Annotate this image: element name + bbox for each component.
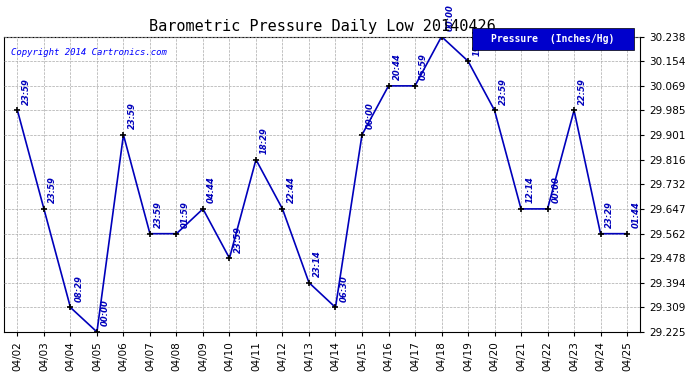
Text: 00:00: 00:00 <box>366 102 375 129</box>
Text: 20:44: 20:44 <box>393 53 402 80</box>
Text: 23:59: 23:59 <box>234 226 243 253</box>
Text: 00:00: 00:00 <box>446 4 455 31</box>
FancyBboxPatch shape <box>472 28 634 50</box>
Text: 22:59: 22:59 <box>578 78 587 105</box>
Text: 01:44: 01:44 <box>631 201 640 228</box>
Text: 04:44: 04:44 <box>207 177 216 203</box>
Text: 01:59: 01:59 <box>181 201 190 228</box>
Text: 23:29: 23:29 <box>604 201 613 228</box>
Text: 00:00: 00:00 <box>552 177 561 203</box>
Text: Pressure  (Inches/Hg): Pressure (Inches/Hg) <box>491 34 615 44</box>
Text: 18:29: 18:29 <box>260 127 269 154</box>
Title: Barometric Pressure Daily Low 20140426: Barometric Pressure Daily Low 20140426 <box>149 19 495 34</box>
Text: 23:59: 23:59 <box>128 102 137 129</box>
Text: 19:44: 19:44 <box>472 28 481 56</box>
Text: 12:14: 12:14 <box>525 177 534 203</box>
Text: 22:44: 22:44 <box>286 177 295 203</box>
Text: 23:59: 23:59 <box>21 78 30 105</box>
Text: Copyright 2014 Cartronics.com: Copyright 2014 Cartronics.com <box>10 48 166 57</box>
Text: 00:00: 00:00 <box>101 300 110 326</box>
Text: 06:30: 06:30 <box>339 275 348 302</box>
Text: 08:29: 08:29 <box>75 275 83 302</box>
Text: 05:59: 05:59 <box>419 53 428 80</box>
Text: 23:14: 23:14 <box>313 250 322 277</box>
Text: 23:59: 23:59 <box>499 78 508 105</box>
Text: 23:59: 23:59 <box>48 177 57 203</box>
Text: 23:59: 23:59 <box>154 201 163 228</box>
